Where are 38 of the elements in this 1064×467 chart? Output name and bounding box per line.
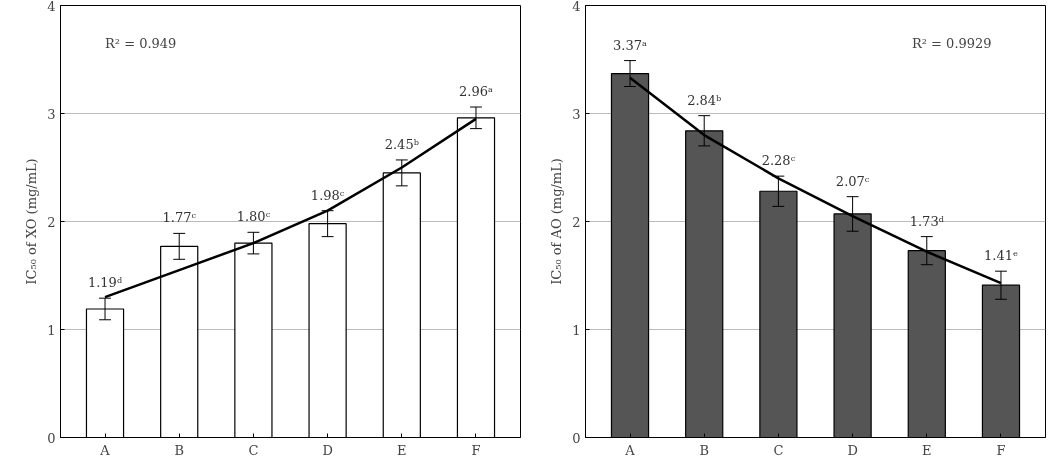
y-tick-label: 3 <box>47 106 56 122</box>
data-label: 2.07ᶜ <box>835 173 870 189</box>
data-label: 3.37ᵃ <box>613 37 647 53</box>
y-tick-label: 2 <box>47 214 56 230</box>
y-tick-label: 0 <box>47 430 56 446</box>
y-tick-label: 4 <box>47 0 56 14</box>
y-axis-title: IC₅₀ of AO (mg/mL) <box>549 158 565 285</box>
data-label: 1.98ᶜ <box>310 187 345 203</box>
x-tick-label: D <box>847 442 858 458</box>
x-tick-label: A <box>99 442 111 458</box>
y-tick-label: 0 <box>572 430 581 446</box>
x-tick-label: E <box>397 442 407 458</box>
y-tick-label: 1 <box>572 322 581 338</box>
data-label: 1.77ᶜ <box>162 210 197 226</box>
x-tick-label: C <box>773 442 784 458</box>
y-tick-label: 4 <box>572 0 581 14</box>
data-label: 2.96ᵃ <box>459 84 493 100</box>
x-tick-label: C <box>248 442 259 458</box>
x-tick-label: E <box>922 442 932 458</box>
x-tick-label: F <box>996 442 1006 458</box>
x-tick-label: F <box>471 442 481 458</box>
x-tick-label: B <box>174 442 184 458</box>
data-label: 1.41ᵉ <box>983 248 1018 264</box>
data-label: 1.80ᶜ <box>236 209 271 225</box>
x-tick-label: B <box>699 442 709 458</box>
data-label: 1.19ᵈ <box>87 275 123 291</box>
data-label: 2.28ᶜ <box>761 153 796 169</box>
data-label: 2.45ᵇ <box>384 136 419 152</box>
x-tick-label: D <box>322 442 333 458</box>
y-tick-label: 2 <box>572 214 581 230</box>
data-label: 2.84ᵇ <box>687 92 722 108</box>
x-tick-label: A <box>624 442 636 458</box>
annotation: R² = 0.949 <box>105 35 177 51</box>
y-axis-title: IC₅₀ of XO (mg/mL) <box>24 158 40 285</box>
annotation: R² = 0.9929 <box>911 35 992 51</box>
y-tick-label: 1 <box>47 322 56 338</box>
data-label: 1.73ᵈ <box>909 213 944 229</box>
y-tick-label: 3 <box>572 106 581 122</box>
